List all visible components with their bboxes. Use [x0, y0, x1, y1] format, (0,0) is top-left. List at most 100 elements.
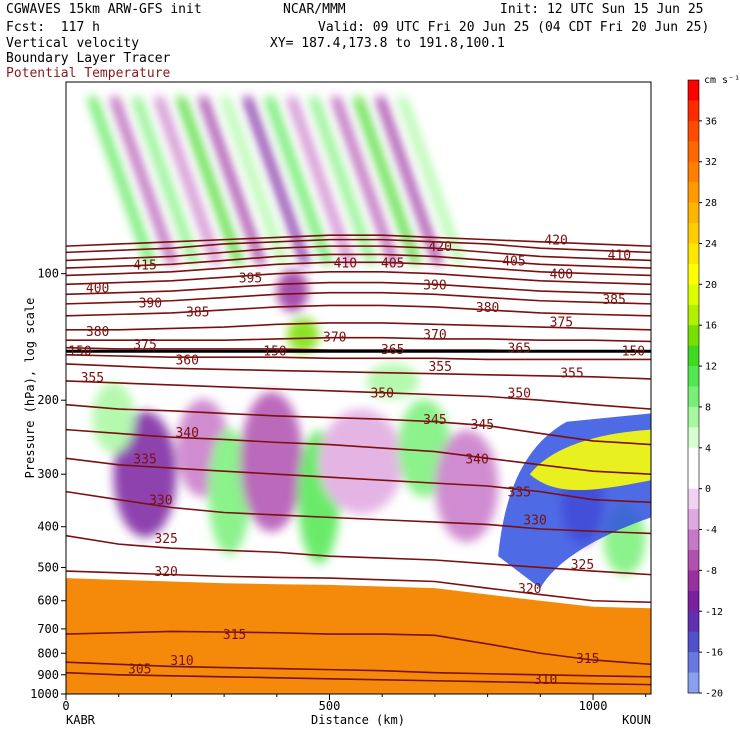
wave-band	[264, 97, 333, 265]
theta-label: 400	[86, 282, 109, 297]
wave-band	[87, 97, 156, 265]
theta-label: 355	[81, 371, 104, 386]
field-potential-temperature: Potential Temperature	[6, 66, 171, 81]
colorbar-bin	[688, 406, 699, 428]
plot-frame	[65, 81, 652, 695]
theta-label: 390	[423, 278, 446, 293]
y-tick-label: 100	[37, 267, 59, 281]
wave-band	[131, 97, 200, 265]
colorbar-label: 32	[705, 157, 717, 168]
y-axis-title: Pressure (hPa), log scale	[23, 298, 37, 479]
wave-band	[352, 97, 422, 265]
colorbar-label: 0	[705, 484, 711, 495]
theta-label: 315	[576, 652, 599, 667]
theta-label: 420	[544, 234, 567, 249]
colorbar-label: 4	[705, 443, 711, 454]
wave-band	[374, 97, 444, 265]
colorbar-bin	[688, 631, 699, 653]
theta-contour-350	[66, 380, 651, 410]
theta-label: 395	[239, 271, 262, 286]
colorbar-label: -20	[705, 689, 723, 700]
theta-contour-310	[66, 661, 651, 678]
left-endpoint-label: KABR	[66, 713, 96, 727]
theta-label: 420	[428, 240, 451, 255]
y-tick-label: 300	[37, 467, 59, 481]
colorbar-bin	[688, 366, 699, 387]
colorbar-bin	[688, 590, 699, 612]
colorbar-bin	[688, 304, 699, 326]
y-tick-label: 400	[37, 520, 59, 534]
colorbar-label: -8	[705, 566, 717, 577]
convective-cell	[318, 409, 404, 515]
theta-label: 320	[518, 582, 541, 597]
wave-band	[153, 97, 222, 265]
field-boundary-layer-tracer: Boundary Layer Tracer	[6, 51, 171, 66]
tropopause-label: 150	[263, 344, 286, 359]
theta-label: 380	[86, 325, 109, 340]
theta-contour-315	[66, 630, 651, 666]
convective-cell	[239, 391, 304, 532]
theta-label: 340	[175, 426, 198, 441]
y-tick-label: 200	[37, 393, 59, 407]
colorbar-label: -16	[705, 648, 723, 659]
tracer-slab	[66, 571, 651, 694]
colorbar-bin	[688, 570, 699, 592]
field-vertical-velocity: Vertical velocity	[6, 36, 140, 51]
theta-contour-385	[66, 291, 651, 305]
colorbar-bin	[688, 386, 699, 408]
theta-label: 325	[571, 558, 594, 573]
colorbar-bin	[688, 488, 699, 510]
convective-cell	[276, 270, 309, 313]
theta-label: 365	[381, 343, 404, 358]
theta-label: 310	[170, 654, 193, 669]
x-tick-label: 500	[319, 699, 341, 713]
colorbar-bin	[688, 284, 699, 306]
tracer-plume-core	[529, 429, 651, 491]
theta-label: 305	[128, 663, 151, 678]
colorbar-label: 8	[705, 402, 711, 413]
theta-label: 345	[471, 418, 494, 433]
theta-label: 335	[508, 486, 531, 501]
colorbar-label: 28	[705, 198, 717, 209]
colorbar-bin	[688, 468, 699, 490]
wave-band	[242, 97, 311, 265]
x-axis: 0 500 1000	[62, 694, 647, 713]
theta-contour-390	[66, 281, 651, 296]
theta-label: 370	[423, 328, 446, 343]
potential-temperature-labels: 305 310 310 315 315 320 320 325 325 330 330 335 335 3…	[68, 234, 645, 688]
y-tick-label: 800	[37, 646, 59, 660]
theta-label: 355	[428, 360, 451, 375]
colorbar-label: 36	[705, 116, 717, 127]
colorbar-bin	[688, 611, 699, 633]
theta-label: 340	[465, 452, 488, 467]
init-time: Init: 12 UTC Sun 15 Jun 25	[500, 2, 704, 17]
theta-label: 415	[133, 258, 156, 273]
theta-contour-325	[66, 534, 651, 576]
right-endpoint-label: KOUN	[622, 713, 651, 727]
theta-label: 370	[323, 330, 346, 345]
valid-time: Valid: 09 UTC Fri 20 Jun 25 (04 CDT Fri …	[318, 20, 710, 35]
theta-label: 330	[523, 514, 546, 529]
theta-label: 390	[139, 296, 162, 311]
wave-band	[330, 97, 400, 265]
colorbar-label: -12	[705, 607, 723, 618]
theta-contour-340	[66, 428, 651, 476]
y-tick-label: 900	[37, 668, 59, 682]
theta-contour-415	[66, 238, 651, 254]
theta-label: 335	[133, 452, 156, 467]
colorbar-bin	[688, 263, 699, 285]
colorbar-bin	[688, 325, 699, 347]
colorbar-bin	[688, 243, 699, 265]
theta-contour-420	[66, 234, 651, 247]
colorbar-bin	[688, 202, 699, 224]
center-label: NCAR/MMM	[283, 2, 346, 17]
theta-label: 350	[508, 387, 531, 402]
colorbar-bin	[688, 652, 699, 674]
wave-band	[109, 97, 178, 265]
plot-area: 305 310 310 315 315 320 320 325 325 330 330 335 335 3…	[66, 82, 651, 694]
colorbar-unit: cm s⁻¹	[704, 75, 740, 86]
theta-label: 410	[334, 256, 357, 271]
theta-label: 385	[602, 293, 625, 308]
y-axis: 100 200 300 400 500 600 700 800 900 1000	[30, 267, 66, 701]
